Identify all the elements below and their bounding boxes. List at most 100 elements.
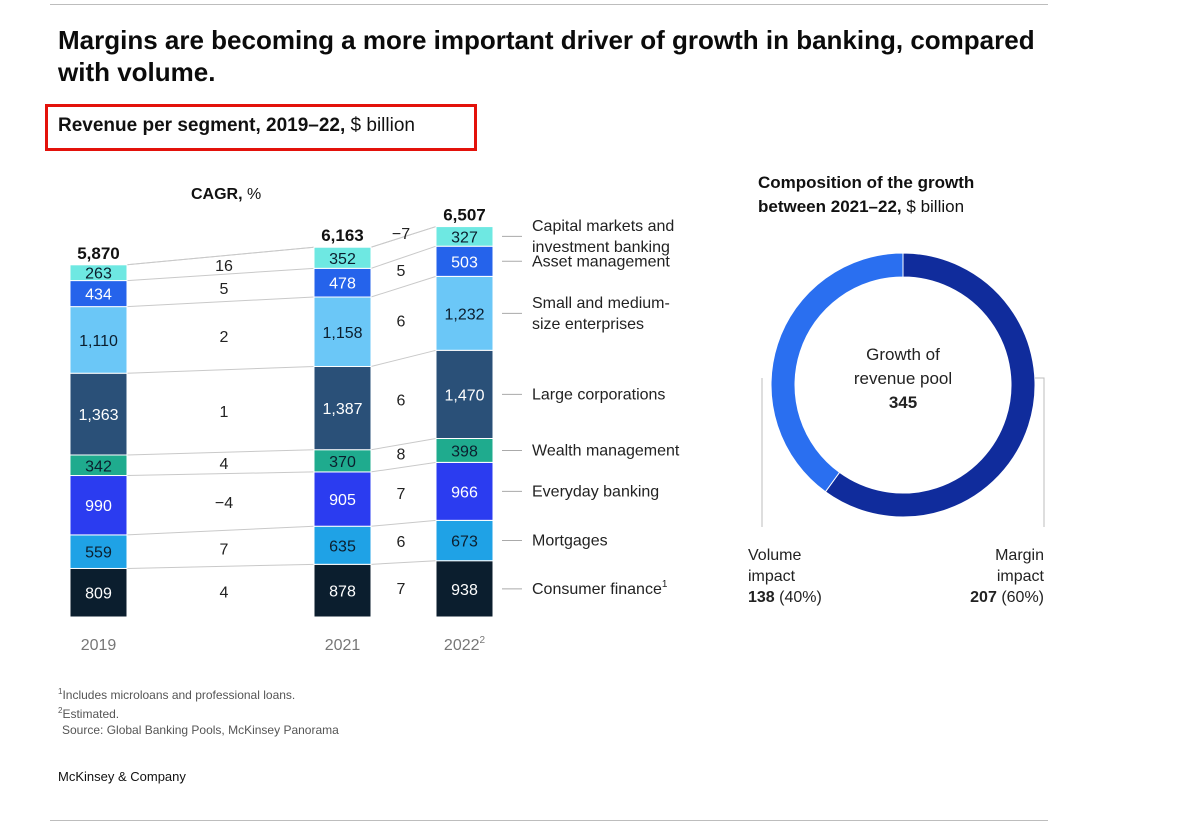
footnote-1: 1Includes microloans and professional lo… (58, 687, 296, 702)
segment-name-label: investment banking (532, 239, 670, 256)
subtitle-bold: Revenue per segment, 2019–22, (58, 115, 346, 136)
bar-value-label: 434 (85, 287, 112, 304)
pie-center-total: 345 (888, 393, 918, 412)
connector-line (370, 226, 437, 248)
cagr-value-2019-2021: −4 (215, 495, 233, 512)
segment-name-label: Everyday banking (532, 483, 659, 500)
footnotes: 1Includes microloans and professional lo… (58, 684, 339, 738)
bar-segment (313, 296, 372, 367)
cagr-value-2021-2022: 7 (397, 486, 406, 503)
cagr-value-2019-2021: 2 (220, 329, 229, 346)
bar-value-label: 1,158 (322, 325, 362, 342)
bar-value-label: 327 (451, 229, 478, 246)
connector-line (126, 449, 315, 456)
bar-segment (313, 246, 372, 269)
brand-logo: McKinsey & Company (58, 769, 186, 784)
bar-value-label: 938 (451, 582, 478, 599)
cagr-header: CAGR, % (191, 186, 261, 203)
cagr-value-2019-2021: 4 (220, 585, 229, 602)
connector-line (126, 296, 315, 308)
cagr-value-2021-2022: −7 (392, 226, 410, 243)
segment-name-label: Wealth management (532, 442, 680, 459)
headline: Margins are becoming a more important dr… (58, 25, 1035, 87)
volume-impact-line2: impact (748, 568, 796, 585)
bar-segment (69, 372, 128, 456)
bar-value-label: 342 (85, 458, 112, 475)
cagr-header-unit: % (247, 186, 261, 203)
cagr-value-2021-2022: 6 (397, 392, 406, 409)
bar-segment (69, 264, 128, 282)
pie-center-line1: Growth of (866, 345, 940, 364)
connector-line (126, 471, 315, 477)
connector-line (126, 246, 315, 266)
volume-impact-label: Volume impact 138 (40%) (748, 545, 822, 608)
footnote-2: 2Estimated. (58, 706, 120, 721)
bar-value-label: 1,363 (78, 407, 118, 424)
subtitle-highlight-box (45, 104, 477, 151)
footnote-2-text: Estimated. (62, 707, 120, 721)
bar-segment (313, 366, 372, 451)
bar-value-label: 370 (329, 454, 356, 471)
margin-impact-value: 207 (970, 589, 997, 606)
subtitle: Revenue per segment, 2019–22, $ billion (58, 115, 415, 137)
bar-segment (313, 563, 372, 618)
cagr-value-2019-2021: 16 (215, 258, 233, 275)
bar-segment (435, 245, 494, 277)
bar-segment (435, 560, 494, 618)
bar-total-label: 6,163 (321, 226, 364, 245)
margin-impact-line2: impact (996, 568, 1044, 585)
segment-name-label: Asset management (532, 253, 670, 270)
cagr-value-2019-2021: 4 (220, 456, 229, 473)
bar-value-label: 990 (85, 498, 112, 515)
composition-title-line1: Composition of the growth (758, 173, 975, 192)
cagr-value-2021-2022: 6 (397, 534, 406, 551)
cagr-value-2021-2022: 7 (397, 581, 406, 598)
bar-value-label: 673 (451, 534, 478, 551)
footnote-source: Source: Global Banking Pools, McKinsey P… (58, 722, 339, 738)
bar-total-label: 5,870 (77, 244, 120, 263)
category-label: 2021 (325, 637, 361, 654)
bar-segment (69, 306, 128, 374)
volume-impact-line1: Volume (748, 547, 802, 564)
composition-title-line2: between 2021–22, (758, 197, 902, 216)
cagr-value-2019-2021: 7 (220, 541, 229, 558)
bar-value-label: 503 (451, 254, 478, 271)
margin-impact-pct: (60%) (1001, 589, 1044, 606)
cagr-value-2019-2021: 5 (220, 281, 229, 298)
cagr-value-2021-2022: 8 (397, 447, 406, 464)
bar-value-label: 559 (85, 545, 112, 562)
bar-value-label: 1,387 (322, 401, 362, 418)
cagr-value-2021-2022: 5 (397, 263, 406, 280)
segment-name-label: Mortgages (532, 533, 608, 550)
connector-line (126, 525, 315, 536)
composition-title: Composition of the growth between 2021–2… (758, 171, 974, 219)
segment-name-superscript: 1 (662, 579, 668, 590)
bar-segment (313, 267, 372, 298)
bar-segment (69, 280, 128, 308)
margin-impact-line1: Margin (995, 547, 1044, 564)
segment-name-label: Capital markets and (532, 218, 674, 235)
composition-title-unit: $ billion (906, 197, 965, 216)
connector-line (370, 519, 437, 527)
subtitle-unit: $ billion (350, 115, 415, 136)
margin-impact-label: Margin impact 207 (60%) (970, 545, 1044, 608)
category-superscript: 2 (480, 635, 486, 646)
bottom-rule (50, 820, 1048, 821)
top-rule (50, 4, 1048, 5)
segment-name-label: Consumer finance1 (532, 579, 668, 598)
bar-value-label: 1,470 (444, 387, 484, 404)
cagr-header-bold: CAGR, (191, 186, 247, 203)
cagr-value-2019-2021: 1 (220, 404, 229, 421)
connector-line (370, 560, 437, 565)
connector-line (370, 349, 437, 367)
category-label: 20222 (444, 635, 486, 654)
bar-value-label: 635 (329, 538, 356, 555)
margin-bracket-line (1035, 377, 1045, 527)
connector-line (370, 245, 437, 269)
connector-line (370, 275, 437, 298)
donut-slice (770, 252, 904, 493)
category-label: 2019 (81, 637, 117, 654)
connector-line (370, 438, 437, 451)
footnote-1-text: Includes microloans and professional loa… (62, 688, 296, 702)
